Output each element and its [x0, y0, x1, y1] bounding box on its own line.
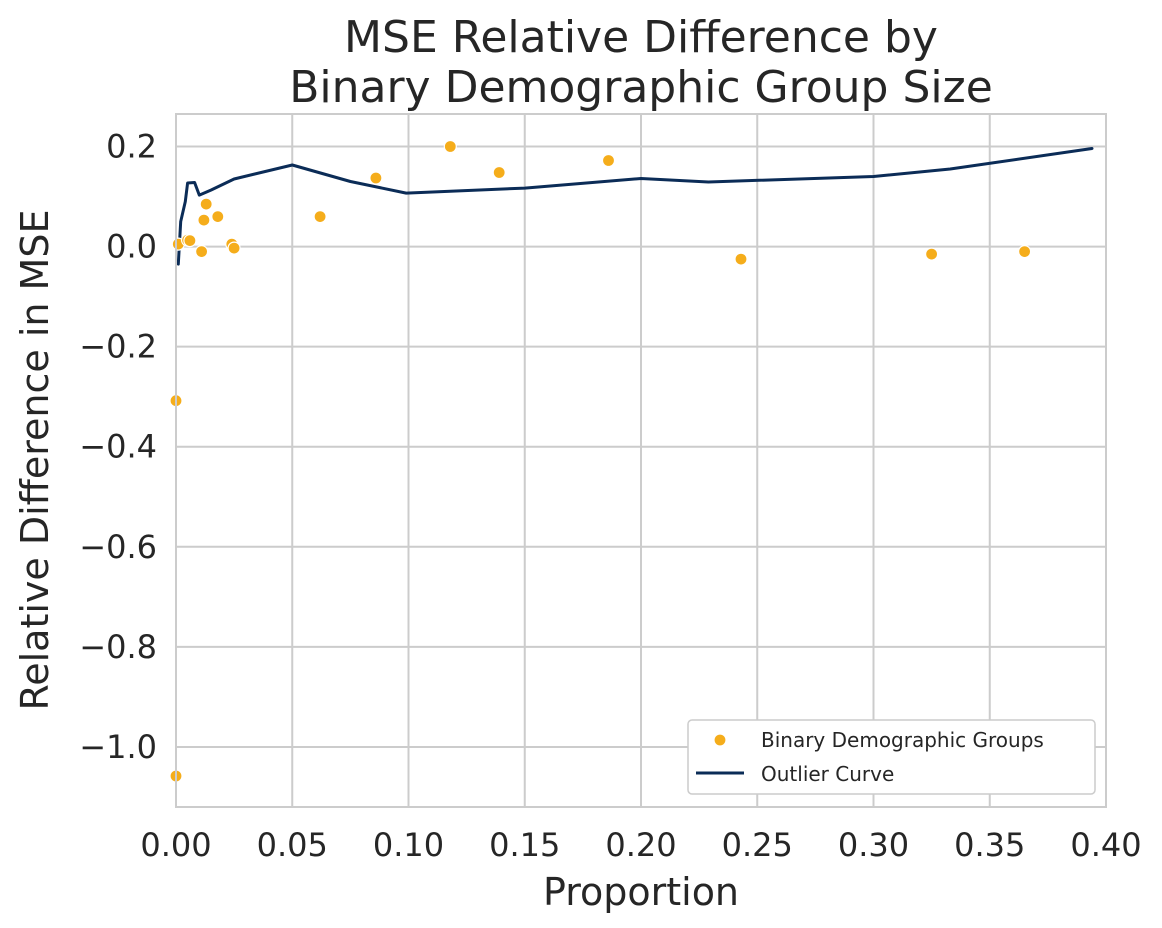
scatter-point — [183, 234, 197, 248]
scatter-point — [195, 245, 209, 259]
y-tick-label: −0.4 — [79, 428, 157, 466]
y-tick-label: 0.2 — [106, 128, 157, 166]
legend-label-scatter: Binary Demographic Groups — [761, 728, 1044, 752]
legend: Binary Demographic Groups Outlier Curve — [687, 719, 1096, 795]
scatter-point — [313, 210, 327, 224]
scatter-point — [199, 197, 213, 211]
x-tick-label: 0.15 — [489, 826, 560, 864]
y-tick-label: 0.0 — [106, 228, 157, 266]
x-tick-label: 0.20 — [605, 826, 676, 864]
y-axis-label: Relative Difference in MSE — [13, 210, 57, 711]
scatter-point — [211, 210, 225, 224]
x-tick-label: 0.10 — [373, 826, 444, 864]
scatter-point — [1017, 245, 1032, 259]
x-tick-labels: 0.00 0.05 0.10 0.15 0.20 0.25 0.30 0.35 0.40 — [140, 826, 1141, 864]
x-tick-label: 0.30 — [838, 826, 909, 864]
legend-scatter-marker — [713, 733, 727, 747]
y-tick-labels: 0.2 0.0 −0.2 −0.4 −0.6 −0.8 −1.0 — [79, 128, 157, 766]
x-tick-label: 0.00 — [140, 826, 211, 864]
scatter-point — [227, 241, 241, 255]
y-tick-label: −0.6 — [79, 528, 157, 566]
legend-label-line: Outlier Curve — [761, 762, 894, 786]
legend-box — [687, 719, 1096, 795]
chart-title-line-1: MSE Relative Difference by — [344, 12, 938, 63]
scatter-point — [492, 165, 506, 180]
outlier-curve-layer — [176, 147, 1094, 266]
x-tick-label: 0.40 — [1070, 826, 1141, 864]
plot-frame — [175, 113, 1107, 808]
outlier-curve-line — [176, 147, 1094, 266]
chart-title-line-2: Binary Demographic Group Size — [289, 62, 993, 113]
x-tick-label: 0.35 — [954, 826, 1025, 864]
scatter-point — [734, 252, 748, 266]
y-tick-label: −0.2 — [79, 328, 157, 366]
x-axis-label: Proportion — [543, 870, 739, 914]
x-tick-label: 0.05 — [257, 826, 328, 864]
scatter-point — [443, 139, 457, 154]
scatter-point — [924, 247, 939, 261]
scatter-point — [601, 153, 616, 168]
y-tick-label: −0.8 — [79, 628, 157, 666]
scatter-point — [369, 171, 383, 185]
x-tick-label: 0.25 — [722, 826, 793, 864]
scatter-point — [197, 213, 211, 227]
y-tick-label: −1.0 — [79, 728, 157, 766]
